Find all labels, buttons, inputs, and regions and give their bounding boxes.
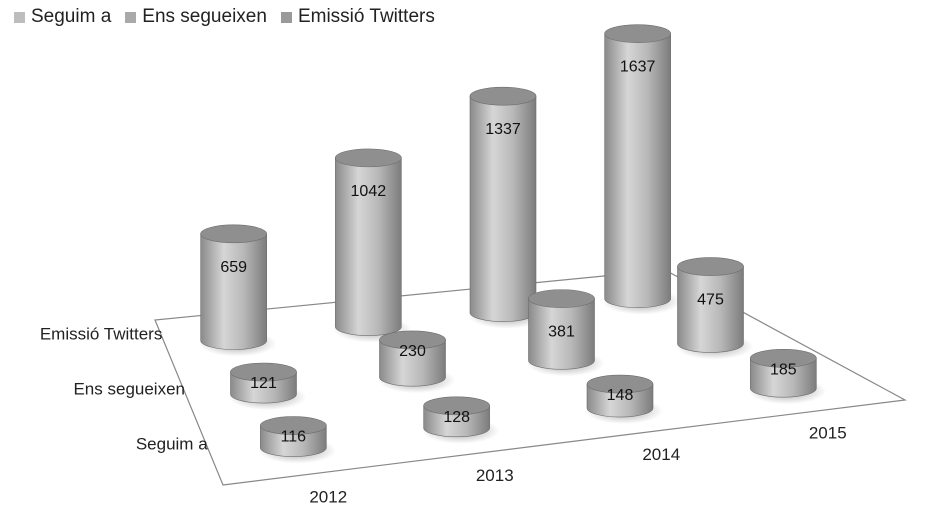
- x-tick-label: 2015: [809, 424, 847, 443]
- bar-top: [528, 289, 595, 308]
- legend: Seguim a Ens segueixen Emissió Twitters: [14, 6, 435, 28]
- bar-top: [379, 330, 446, 350]
- data-label: 1337: [485, 121, 521, 138]
- bar-top: [586, 374, 654, 394]
- bar-top: [260, 416, 327, 435]
- bar-2015-0: 185: [748, 348, 827, 405]
- bar-2013-1: 230: [377, 330, 456, 394]
- bar-top: [423, 396, 490, 416]
- legend-item-ens-segueixen: Ens segueixen: [125, 6, 267, 28]
- bar-2014-1: 381: [526, 289, 605, 377]
- legend-label-ens-segueixen: Ens segueixen: [142, 6, 267, 27]
- bar-2012-0: 116: [258, 416, 337, 464]
- legend-swatch-ens-segueixen: [125, 11, 137, 23]
- bar-2012-2: 659: [198, 224, 277, 357]
- bar-2014-2: 1337: [468, 86, 546, 329]
- legend-item-emissio-twitters: Emissió Twitters: [280, 6, 435, 28]
- data-label: 185: [770, 361, 797, 378]
- bar-top: [469, 86, 537, 106]
- legend-swatch-seguim-a: [14, 11, 25, 23]
- legend-label-seguim-a: Seguim a: [31, 6, 112, 27]
- bar-body: [604, 33, 671, 308]
- bar-top: [677, 257, 744, 276]
- data-label: 1637: [620, 59, 656, 76]
- bar-top: [335, 148, 402, 168]
- bar-body: [200, 233, 267, 350]
- bar-2012-1: 121: [228, 362, 307, 411]
- bar-2014-0: 148: [585, 374, 663, 425]
- bar-body: [750, 357, 817, 398]
- x-tick-label: 2014: [642, 445, 680, 464]
- bar-body: [586, 383, 654, 418]
- bar-2015-1: 475: [675, 257, 754, 360]
- x-tick-label: 2013: [476, 466, 514, 485]
- bar-top: [200, 224, 267, 244]
- depth-tick-label: Seguim a: [136, 435, 208, 454]
- data-label: 659: [220, 259, 247, 276]
- data-label: 128: [443, 409, 470, 426]
- bar-body: [528, 298, 595, 370]
- legend-swatch-emissio-twitters: [280, 11, 292, 23]
- bar-top: [230, 362, 297, 382]
- data-label: 148: [607, 387, 634, 404]
- bar-2015-2: 1637: [602, 24, 681, 315]
- bar-top: [750, 348, 817, 368]
- bar-body: [335, 157, 402, 336]
- bar-body: [379, 339, 446, 387]
- data-label: 381: [548, 324, 575, 341]
- depth-tick-label: Ens segueixen: [73, 380, 185, 399]
- data-label: 1042: [351, 183, 387, 200]
- data-label: 475: [697, 292, 724, 309]
- bar-body: [677, 266, 744, 353]
- depth-tick-label: Emissió Twitters: [40, 325, 163, 344]
- data-label: 230: [399, 343, 426, 360]
- legend-item-seguim-a: Seguim a: [14, 6, 111, 28]
- x-tick-label: 2012: [309, 487, 347, 506]
- data-label: 121: [250, 375, 277, 392]
- data-label: 116: [281, 429, 307, 446]
- legend-label-emissio-twitters: Emissió Twitters: [297, 6, 435, 27]
- bar-2013-2: 1042: [333, 148, 412, 343]
- bar-2013-0: 128: [421, 396, 500, 444]
- bar-top: [604, 24, 671, 43]
